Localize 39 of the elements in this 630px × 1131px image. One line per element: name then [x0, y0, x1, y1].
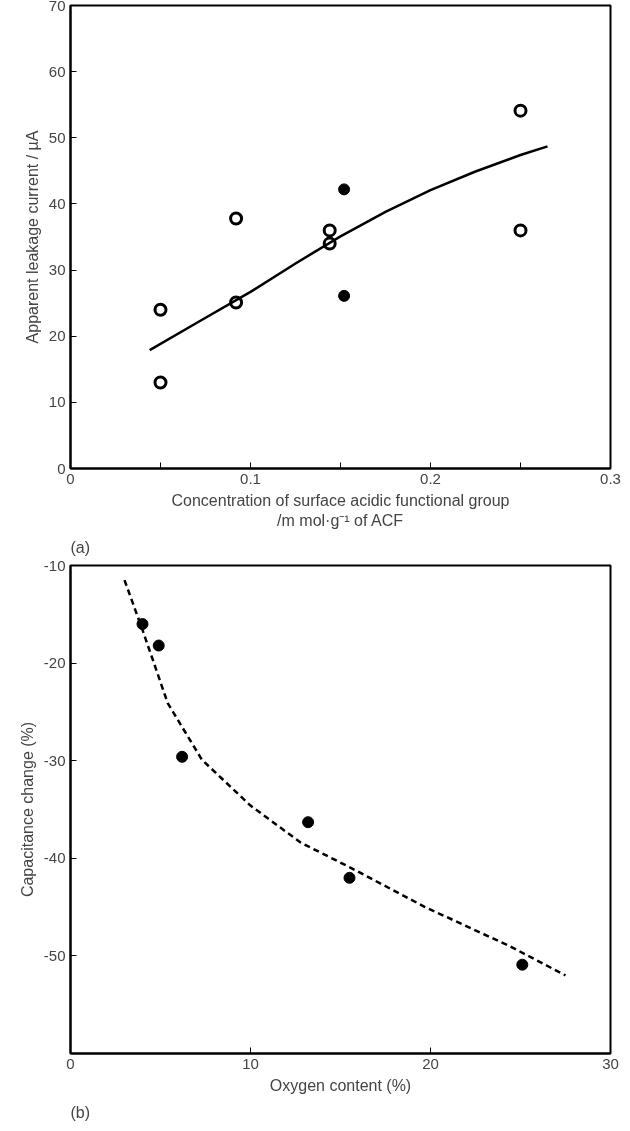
point: [338, 289, 351, 302]
y-tick-label: -20: [43, 654, 66, 672]
point: [153, 302, 168, 317]
point: [338, 183, 351, 196]
x-tick-label: 20: [422, 1054, 439, 1072]
y-tick-label: 20: [48, 327, 66, 345]
y-tick-label: 40: [48, 194, 66, 212]
point: [176, 750, 189, 763]
line-series: [123, 578, 567, 977]
x-tick-label: 0.3: [600, 469, 621, 487]
point: [343, 871, 356, 884]
point: [152, 639, 165, 652]
text: (a): [70, 538, 91, 556]
x-tick-label: 30: [602, 1054, 619, 1072]
line-series: [148, 145, 549, 352]
x-axis-title: Oxygen content (%): [269, 1076, 412, 1094]
point: [513, 103, 528, 118]
point: [322, 223, 337, 238]
y-tick-label: 30: [48, 261, 66, 279]
y-axis-title: Capacitance change (%): [18, 721, 36, 898]
point: [302, 816, 315, 829]
point: [153, 375, 168, 390]
x-tick-label: 10: [242, 1054, 259, 1072]
x-tick-label: 0.1: [240, 469, 261, 487]
y-axis-title: Apparent leakage current / µA: [23, 130, 41, 344]
y-tick-label: -40: [43, 849, 66, 867]
point: [229, 211, 244, 226]
point: [513, 223, 528, 238]
text: (b): [70, 1103, 91, 1121]
y-tick-label: 10: [48, 393, 66, 411]
y-tick-label: -30: [43, 751, 66, 769]
y-tick-label: 60: [48, 62, 66, 80]
x-tick-label: 0.2: [420, 469, 441, 487]
point: [516, 958, 529, 971]
x-axis-title: Concentration of surface acidic functional group /m mol·g⁻¹ of ACF: [171, 491, 510, 529]
y-tick-label: -50: [43, 946, 66, 964]
y-tick-label: 70: [48, 0, 66, 14]
y-tick-label: -10: [43, 556, 66, 574]
y-tick-label: 50: [48, 128, 66, 146]
